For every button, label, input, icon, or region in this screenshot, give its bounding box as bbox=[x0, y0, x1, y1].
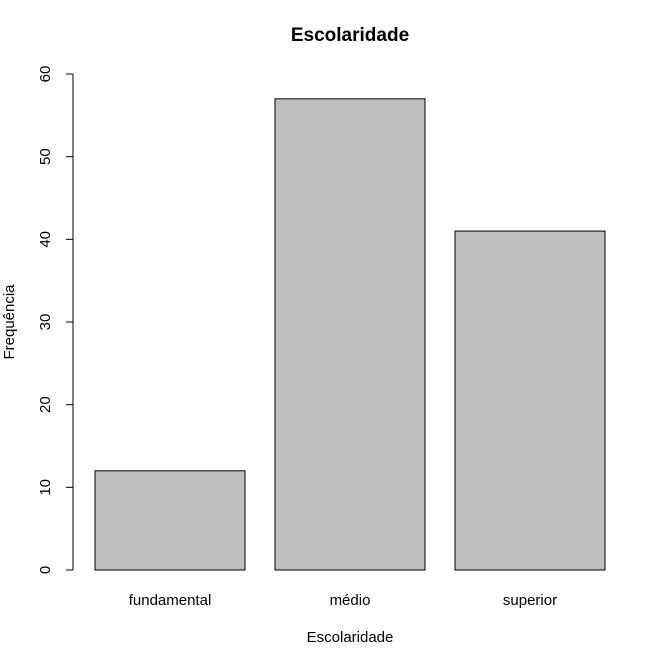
x-tick-labels: fundamental médio superior bbox=[129, 592, 557, 609]
x-axis-label: Escolaridade bbox=[307, 629, 394, 646]
y-tick-label: 30 bbox=[37, 314, 54, 331]
y-tick-label: 10 bbox=[37, 479, 54, 496]
x-tick-label: médio bbox=[330, 592, 371, 609]
y-tick-label: 20 bbox=[37, 396, 54, 413]
y-tick-label: 0 bbox=[37, 566, 54, 574]
bar-médio bbox=[274, 98, 426, 571]
y-tick-label: 40 bbox=[37, 231, 54, 248]
x-tick-label: superior bbox=[503, 592, 557, 609]
x-tick-label: fundamental bbox=[129, 592, 212, 609]
y-axis: 0 10 20 30 40 50 60 bbox=[37, 66, 74, 574]
bar-superior bbox=[454, 230, 606, 571]
y-tick-label: 50 bbox=[37, 148, 54, 165]
y-tick-label: 60 bbox=[37, 66, 54, 83]
chart-title: Escolaridade bbox=[291, 25, 409, 46]
bar-fundamental bbox=[94, 470, 246, 571]
bars-group bbox=[94, 98, 606, 571]
y-axis-label: Frequência bbox=[1, 284, 18, 360]
